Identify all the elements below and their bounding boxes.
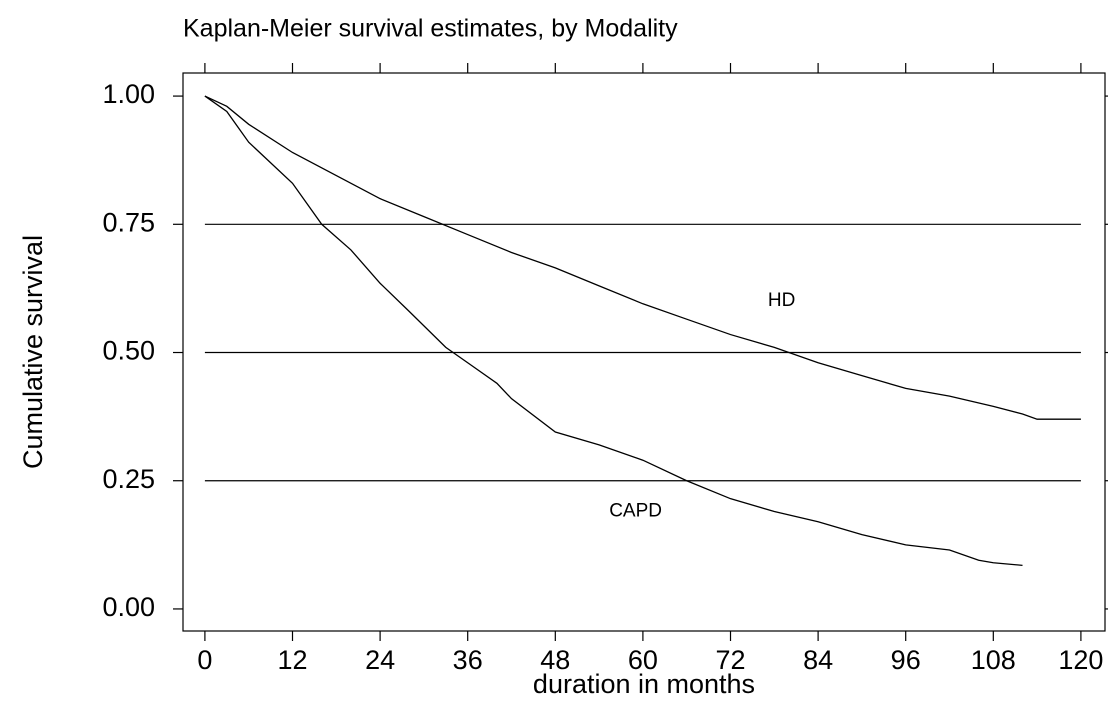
chart-title: Kaplan-Meier survival estimates, by Moda… bbox=[183, 15, 678, 43]
x-tick-label: 84 bbox=[803, 645, 833, 675]
y-tick-label: 0.25 bbox=[102, 464, 155, 494]
x-tick-label: 96 bbox=[891, 645, 921, 675]
x-tick-label: 48 bbox=[540, 645, 570, 675]
y-tick-label: 0.00 bbox=[102, 592, 155, 622]
y-tick-label: 1.00 bbox=[102, 79, 155, 109]
x-tick-label: 72 bbox=[715, 645, 745, 675]
x-tick-label: 108 bbox=[971, 645, 1016, 675]
y-tick-label: 0.50 bbox=[102, 336, 155, 366]
curve-label: CAPD bbox=[609, 501, 662, 522]
x-tick-label: 36 bbox=[453, 645, 483, 675]
x-tick-label: 12 bbox=[277, 645, 307, 675]
curve-label: HD bbox=[768, 290, 795, 311]
x-tick-label: 24 bbox=[365, 645, 395, 675]
survival-curve bbox=[204, 95, 1081, 420]
x-tick-label: 60 bbox=[628, 645, 658, 675]
y-tick-label: 0.75 bbox=[102, 207, 155, 237]
x-axis-label: duration in months bbox=[533, 669, 755, 699]
x-tick-label: 120 bbox=[1058, 645, 1103, 675]
x-tick-label: 0 bbox=[197, 645, 212, 675]
survival-curve bbox=[204, 95, 1023, 567]
y-axis-label: Cumulative survival bbox=[18, 235, 48, 469]
